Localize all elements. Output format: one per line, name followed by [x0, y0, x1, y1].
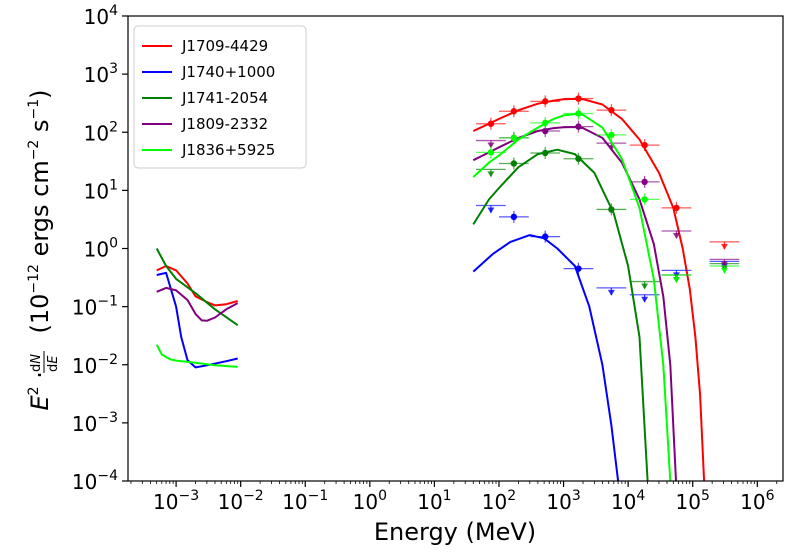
legend-box: [133, 25, 307, 169]
y-tick-label-0: 10−4: [72, 468, 118, 494]
y-tick-label-2: 10−2: [72, 352, 118, 378]
series-3-point-2: [530, 125, 561, 138]
series-2-point-4: [596, 203, 627, 216]
x-tick-label-5: 102: [482, 488, 516, 514]
series-1-point-2: [530, 230, 561, 243]
series-2-point-3: [563, 152, 594, 165]
x-axis-label: Energy (MeV): [374, 518, 536, 546]
series-4-point-2: [530, 116, 561, 129]
series-0-point-5: [629, 139, 660, 152]
series-0-point-3: [563, 92, 594, 105]
series-0-xray-curve: [156, 265, 238, 307]
ylabel-frac-den: dE: [46, 355, 61, 372]
series-1-gamma-curve: [472, 234, 620, 481]
x-tick-label-2: 10−1: [282, 488, 328, 514]
series-0-point-2: [530, 95, 561, 108]
series-2-point-2: [530, 146, 561, 159]
x-tick-label-3: 100: [353, 488, 387, 514]
y-tick-label-7: 103: [84, 61, 118, 87]
y-tick-label-5: 101: [84, 177, 118, 203]
series-1-point-1: [498, 210, 529, 223]
x-tick-label-0: 10−3: [153, 488, 199, 514]
ylabel-frac-num: dN: [29, 354, 44, 372]
x-tick-label-8: 105: [676, 488, 710, 514]
series-4-point-1: [498, 131, 529, 144]
series-4-point-6: [661, 274, 692, 284]
series-1-point-0: [476, 204, 506, 214]
series-1-xray-curve: [156, 271, 238, 369]
series-3-point-6: [661, 230, 692, 240]
y-tick-label-6: 102: [84, 119, 118, 145]
x-tick-label-7: 104: [611, 488, 645, 514]
series-3-point-4: [596, 142, 627, 152]
series-2-point-1: [498, 157, 529, 170]
series-4-point-3: [563, 107, 594, 120]
legend-label-1: J1740+1000: [181, 63, 275, 81]
series-0-point-6: [661, 201, 692, 214]
y-tick-label-8: 104: [84, 3, 118, 29]
series-2-xray-curve: [155, 248, 239, 327]
series-4-point-4: [596, 128, 627, 141]
series-3-xray-curve: [156, 286, 239, 322]
series-4-xray-curve: [155, 344, 238, 368]
series-3-point-3: [563, 120, 594, 133]
legend-label-4: J1836+5925: [181, 141, 275, 159]
series-4-point-0: [476, 146, 506, 159]
series-4-point-5: [629, 193, 660, 206]
series-0-point-7: [709, 241, 740, 250]
y-tick-label-1: 10−3: [72, 410, 118, 436]
series-3-point-0: [476, 139, 506, 149]
legend-label-2: J1741-2054: [181, 89, 268, 107]
series-0-point-1: [498, 105, 529, 118]
series-0-point-0: [476, 117, 506, 130]
series-3-point-5: [629, 175, 660, 188]
y-tick-label-4: 100: [84, 236, 118, 262]
x-tick-label-6: 103: [546, 488, 580, 514]
legend-label-3: J1809-2332: [181, 115, 268, 133]
series-4-point-7: [709, 265, 740, 274]
x-tick-label-4: 101: [417, 488, 451, 514]
svg-text:E2 · (10−12 ergs cm−2 s−1): E2 · (10−12 ergs cm−2 s−1): [26, 89, 54, 410]
legend-label-0: J1709-4429: [181, 37, 268, 55]
x-tick-label-9: 106: [740, 488, 774, 514]
x-tick-label-1: 10−2: [218, 488, 264, 514]
series-2-gamma-curve: [472, 148, 649, 481]
series-3-point-7: [709, 258, 740, 268]
series-0-point-4: [596, 104, 627, 117]
y-tick-label-3: 10−1: [72, 294, 118, 320]
series-0-gamma-curve: [472, 97, 706, 481]
series-1-point-4: [596, 287, 627, 296]
series-1-point-3: [563, 262, 594, 275]
